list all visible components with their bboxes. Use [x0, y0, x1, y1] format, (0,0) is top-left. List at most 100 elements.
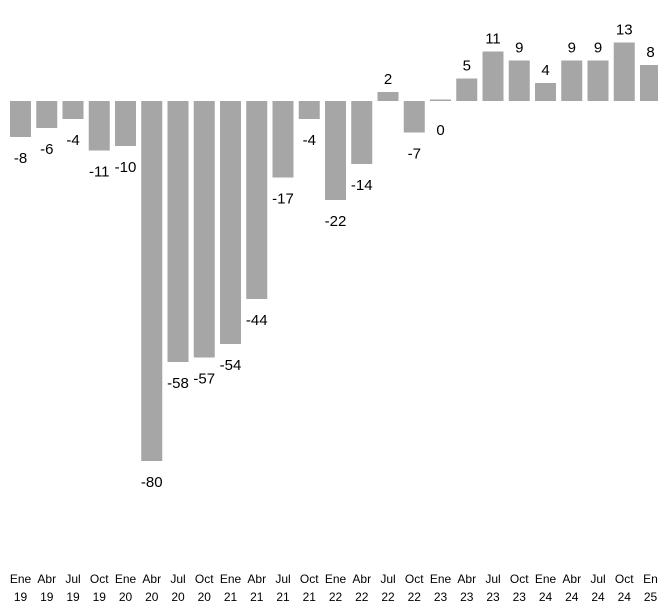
data-label: -7 [408, 146, 421, 163]
bar [508, 60, 530, 101]
x-tick-label-year: 24 [618, 590, 632, 604]
x-tick-label-month: Abr [562, 572, 581, 586]
x-tick-label-year: 19 [66, 590, 80, 604]
x-tick-label-year: 22 [355, 590, 369, 604]
bar [456, 78, 478, 101]
data-label: -17 [272, 191, 294, 208]
x-tick-label-month: Ene [535, 572, 557, 586]
x-tick-label-year: 20 [171, 590, 185, 604]
bar [613, 42, 635, 101]
data-label: -4 [303, 132, 316, 149]
bar [325, 101, 346, 200]
x-tick-label-year: 24 [591, 590, 605, 604]
bar [351, 101, 373, 164]
bar [272, 101, 294, 178]
x-tick-label-month: Oct [195, 572, 214, 586]
x-tick-label-year: 22 [381, 590, 395, 604]
bar [430, 99, 451, 101]
x-tick-label-year: 24 [565, 590, 579, 604]
bar [482, 51, 504, 101]
x-tick-label-month: Jul [170, 572, 185, 586]
x-tick-label-year: 21 [276, 590, 290, 604]
x-tick-label-year: 21 [250, 590, 264, 604]
data-label: -8 [14, 150, 27, 167]
data-label: -14 [351, 177, 373, 194]
x-tick-label-year: 21 [303, 590, 317, 604]
x-tick-label-year: 23 [513, 590, 527, 604]
bar [220, 101, 241, 344]
data-label: 2 [384, 71, 392, 88]
x-tick-label-month: Jul [65, 572, 80, 586]
bar [167, 101, 189, 362]
data-label: -44 [246, 312, 268, 329]
x-tick-label-year: 19 [93, 590, 107, 604]
data-label: 5 [463, 58, 471, 75]
data-label: -57 [193, 371, 215, 388]
data-label: 9 [515, 40, 523, 57]
x-tick-label-month: Oct [615, 572, 634, 586]
x-tick-label-month: Ene [220, 572, 242, 586]
data-label: 11 [485, 31, 501, 48]
x-tick-label-month: Ene [430, 572, 452, 586]
bar [561, 60, 583, 101]
bar [10, 101, 31, 137]
bar [377, 92, 399, 101]
x-tick-label-month: Abr [142, 572, 161, 586]
x-tick-label-year: 20 [198, 590, 212, 604]
x-tick-label-month: Jul [590, 572, 605, 586]
bar [88, 101, 110, 151]
x-tick-label-year: 20 [119, 590, 133, 604]
data-label: -11 [89, 164, 110, 181]
x-tick-label-month: Jul [275, 572, 290, 586]
data-label: -54 [220, 357, 242, 374]
data-label: 8 [646, 44, 654, 61]
bar [62, 101, 84, 119]
data-label: -80 [141, 474, 163, 491]
data-label: 0 [436, 122, 444, 139]
x-tick-label-month: Ene [115, 572, 137, 586]
x-tick-label-year: 22 [408, 590, 422, 604]
bar [587, 60, 609, 101]
x-tick-label-year: 24 [539, 590, 553, 604]
x-tick-label-year: 20 [145, 590, 159, 604]
x-tick-label-month: Oct [300, 572, 319, 586]
bar [535, 83, 556, 101]
x-tick-label-year: 23 [486, 590, 500, 604]
x-tick-label-month: Ene [325, 572, 347, 586]
x-tick-label-month: En [643, 572, 658, 586]
data-label: -22 [325, 213, 347, 230]
bar [298, 101, 320, 119]
bar [115, 101, 136, 146]
x-tick-label-year: 22 [329, 590, 343, 604]
x-tick-label-month: Ene [10, 572, 32, 586]
bar [141, 101, 163, 461]
bars-layer [10, 42, 658, 461]
data-label: -4 [66, 132, 79, 149]
data-labels-layer: -8 -6 -4 -11 -10 -80 -58 -57 -54 -44 -17 -4 -22 -14 2 -… [14, 22, 655, 492]
data-label: -6 [40, 141, 53, 158]
data-label: 9 [594, 40, 602, 57]
x-tick-label-month: Jul [380, 572, 395, 586]
x-axis-tick-labels: Ene 19 Abr 19 Jul 19 Oct 19 Ene 20 Abr 20 Jul 20 Oct 20… [10, 572, 658, 604]
x-tick-label-month: Abr [247, 572, 266, 586]
data-label: -58 [167, 375, 189, 392]
bar [193, 101, 215, 358]
x-tick-label-month: Abr [457, 572, 476, 586]
x-tick-label-month: Oct [510, 572, 529, 586]
x-tick-label-year: 19 [14, 590, 28, 604]
bar [36, 101, 58, 128]
x-tick-label-year: 23 [434, 590, 448, 604]
x-tick-label-month: Jul [485, 572, 500, 586]
data-label: 4 [541, 62, 549, 79]
x-tick-label-month: Oct [405, 572, 424, 586]
x-tick-label-year: 19 [40, 590, 54, 604]
x-tick-label-year: 23 [460, 590, 474, 604]
x-tick-label-year: 25 [644, 590, 658, 604]
data-label: 9 [568, 40, 576, 57]
data-label: 13 [616, 22, 633, 39]
bar [246, 101, 268, 299]
x-tick-label-month: Oct [90, 572, 109, 586]
x-tick-label-month: Abr [37, 572, 56, 586]
